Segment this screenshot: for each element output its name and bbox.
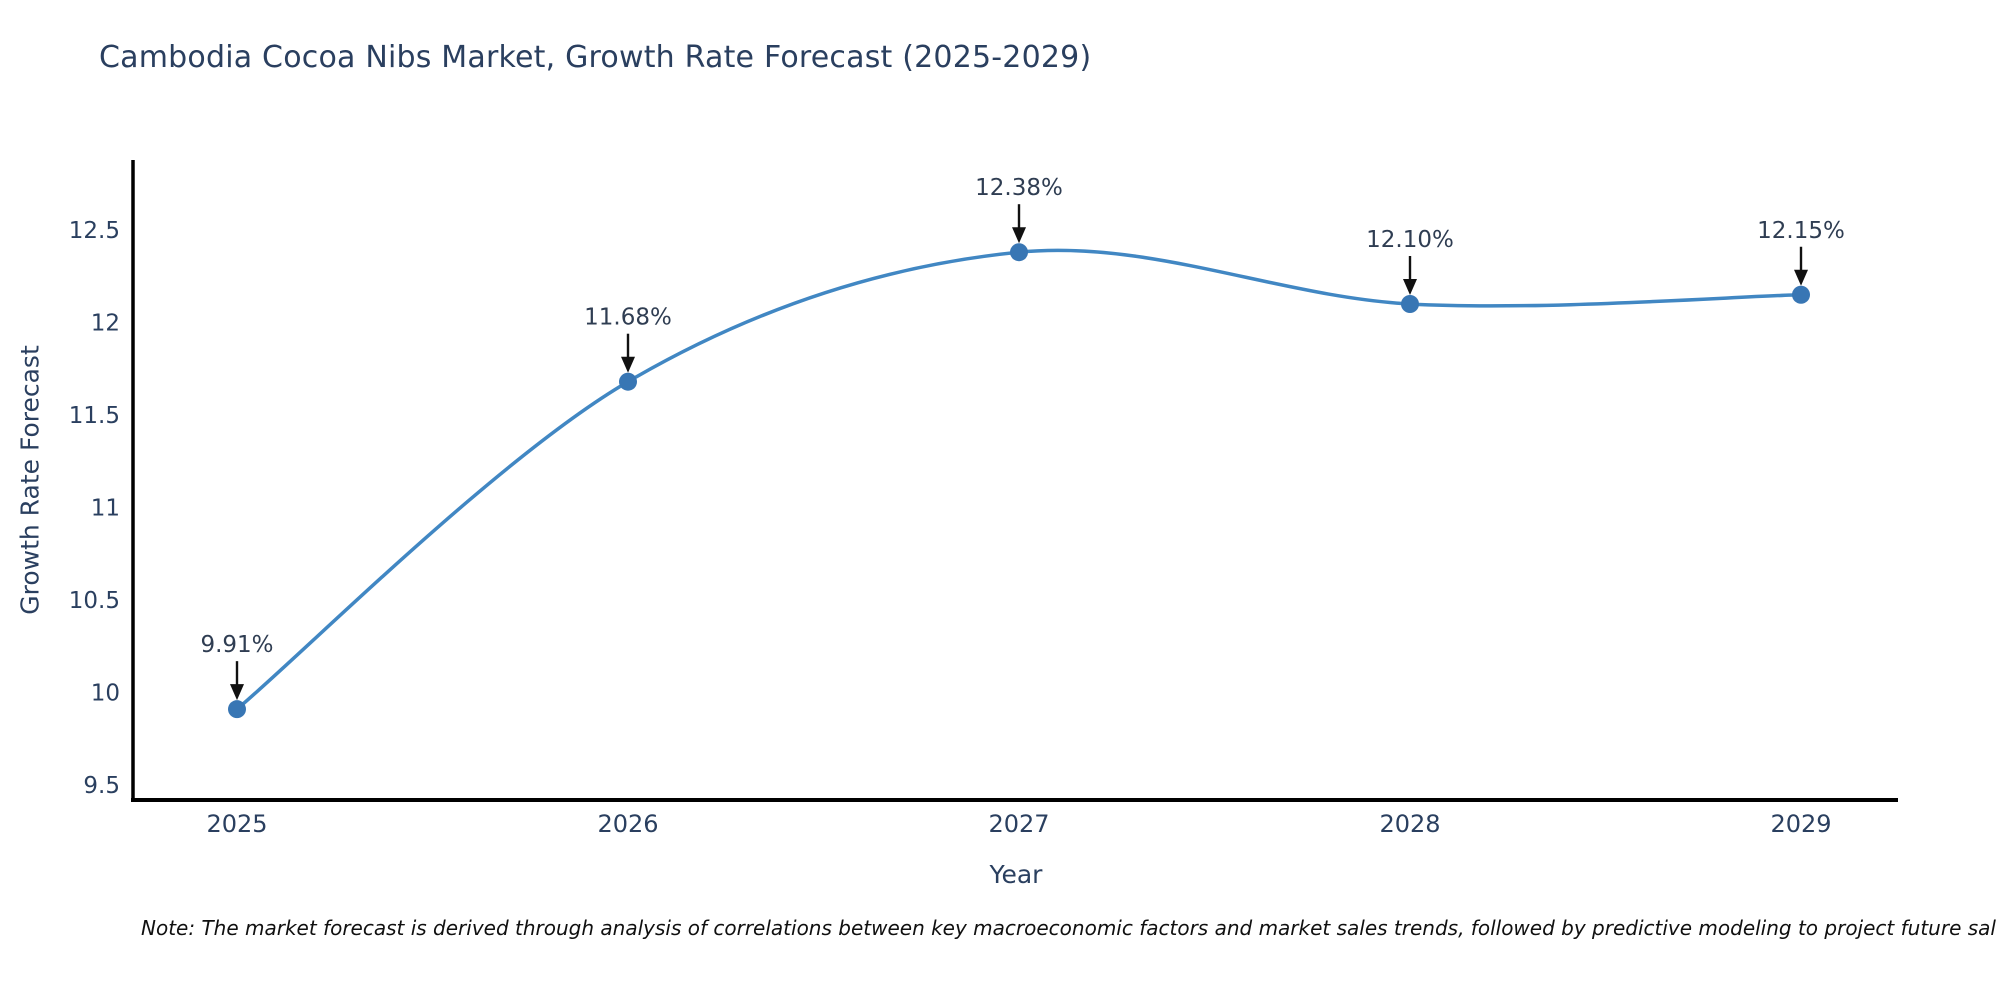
y-tick-label: 12 [91,311,120,337]
data-point-marker [1010,243,1028,262]
y-tick-label: 10 [91,681,120,707]
x-tick-label: 2027 [988,810,1049,838]
annotation-arrow-head [230,684,244,701]
y-tick-label: 9.5 [83,773,120,799]
annotation-label: 11.68% [584,305,672,331]
chart-title: Cambodia Cocoa Nibs Market, Growth Rate … [99,40,1092,75]
x-tick-label: 2026 [597,810,658,838]
x-tick-label: 2028 [1379,810,1440,838]
y-tick-label: 11.5 [69,403,120,429]
x-tick-label: 2029 [1770,810,1831,838]
footnote: Note: The market forecast is derived thr… [141,916,1996,940]
annotation-arrow-head [1403,279,1417,295]
y-tick-label: 11 [91,496,120,522]
annotation-label: 12.38% [975,175,1063,201]
y-tick-label: 12.5 [69,218,120,244]
data-point-marker [1401,295,1419,313]
annotation-label: 9.91% [200,632,273,658]
annotation-arrow-head [1012,227,1026,244]
data-point-marker [228,700,246,719]
x-axis-title: Year [989,860,1043,889]
data-point-marker [1792,285,1810,304]
y-tick-label: 10.5 [69,588,120,614]
data-point-marker [619,372,637,391]
annotation-label: 12.10% [1366,227,1454,253]
series-line [235,248,1803,711]
annotation-arrow-head [1794,269,1808,286]
annotation-label: 12.15% [1757,218,1845,244]
annotation-arrow-head [621,356,635,373]
x-tick-label: 2025 [206,810,267,838]
